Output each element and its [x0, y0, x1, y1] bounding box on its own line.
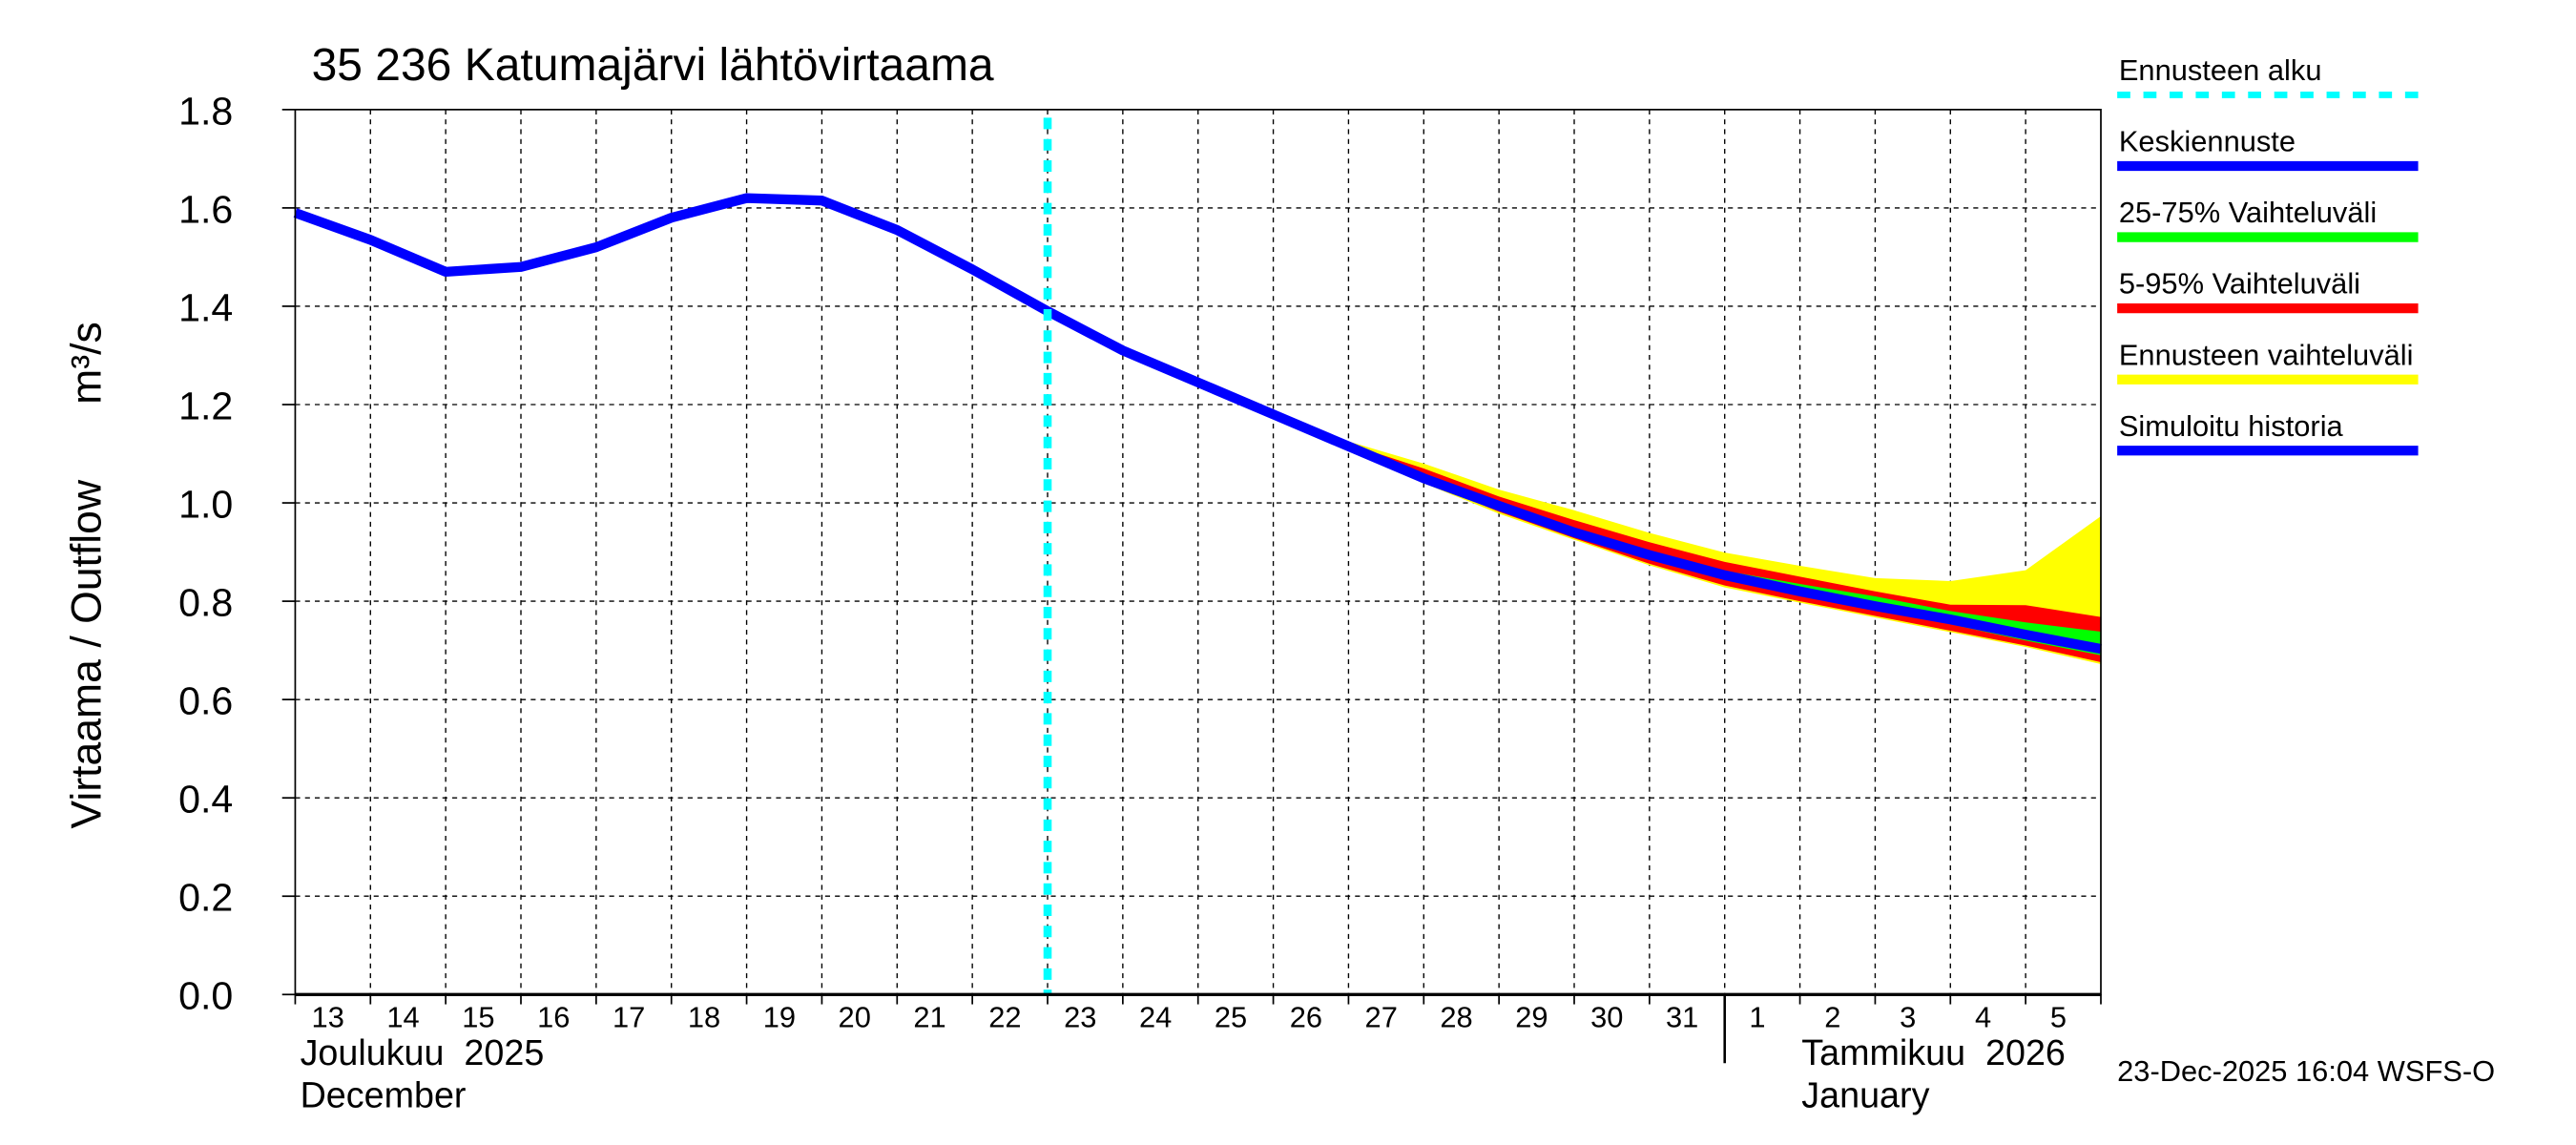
y-tick-label: 1.8 [178, 89, 233, 133]
x-tick-label: 20 [839, 1001, 871, 1034]
band-25-75 [1273, 414, 2101, 656]
x-tick-label: 4 [1975, 1001, 1991, 1034]
x-tick-label: 21 [913, 1001, 945, 1034]
y-tick-label: 1.0 [178, 482, 233, 526]
legend-label: 5-95% Vaihteluväli [2119, 267, 2360, 301]
y-axis: 0.0 0.2 0.4 0.6 0.8 1.0 1.2 1.4 1.6 1.8 [178, 89, 296, 1018]
x-tick-label: 3 [1900, 1001, 1916, 1034]
legend-label: Ennusteen vaihteluväli [2119, 338, 2414, 371]
x-tick-label: 15 [462, 1001, 494, 1034]
grid [295, 109, 2101, 995]
x-tick-label: 31 [1666, 1001, 1698, 1034]
y-tick-label: 0.4 [178, 778, 233, 822]
legend-label: 25-75% Vaihteluväli [2119, 196, 2377, 229]
footer-timestamp: 23-Dec-2025 16:04 WSFS-O [2117, 1054, 2495, 1088]
x-tick-label: 5 [2050, 1001, 2067, 1034]
month-label-jan-2: January [1801, 1075, 1929, 1115]
chart-title: 35 236 Katumajärvi lähtövirtaama [312, 40, 994, 91]
x-tick-label: 17 [613, 1001, 645, 1034]
y-tick-label: 1.4 [178, 285, 233, 329]
y-axis-label: Virtaama / Outflow [63, 479, 110, 829]
x-tick-label: 26 [1290, 1001, 1322, 1034]
legend: Ennusteen alku Keskiennuste 25-75% Vaihtel… [2117, 53, 2419, 456]
x-tick-label: 1 [1749, 1001, 1765, 1034]
y-tick-label: 0.8 [178, 581, 233, 625]
x-tick-label: 29 [1515, 1001, 1548, 1034]
x-tick-label: 25 [1215, 1001, 1247, 1034]
x-tick-label: 28 [1440, 1001, 1472, 1034]
series-lines [293, 117, 2102, 995]
y-axis-unit: m³/s [63, 322, 110, 405]
x-tick-label: 22 [988, 1001, 1021, 1034]
x-tick-label: 27 [1365, 1001, 1398, 1034]
month-label-dec-2: December [301, 1075, 467, 1115]
x-tick-label: 14 [386, 1001, 419, 1034]
x-tick-label: 2 [1824, 1001, 1840, 1034]
x-tick-label: 18 [688, 1001, 720, 1034]
x-tick-label: 30 [1590, 1001, 1623, 1034]
y-tick-label: 0.0 [178, 974, 233, 1018]
y-tick-label: 1.2 [178, 384, 233, 427]
x-tick-label: 13 [312, 1001, 344, 1034]
x-tick-label: 19 [763, 1001, 796, 1034]
legend-label: Keskiennuste [2119, 125, 2296, 158]
x-tick-label: 23 [1064, 1001, 1096, 1034]
month-label-jan-1: Tammikuu 2026 [1801, 1032, 2066, 1072]
month-label-dec-1: Joulukuu 2025 [301, 1032, 545, 1072]
legend-label: Ennusteen alku [2119, 53, 2322, 87]
series-median-forecast [1045, 306, 2102, 655]
y-tick-label: 1.6 [178, 187, 233, 231]
series-simulated-history [293, 193, 1050, 316]
x-tick-label: 16 [537, 1001, 570, 1034]
x-tick-label: 24 [1139, 1001, 1172, 1034]
y-tick-label: 0.6 [178, 679, 233, 723]
x-axis: 13 14 15 16 17 18 19 20 21 22 23 24 25 26 27 28 29 30 31 1 2… [294, 994, 2102, 1034]
legend-label: Simuloitu historia [2119, 409, 2344, 443]
y-tick-label: 0.2 [178, 876, 233, 920]
